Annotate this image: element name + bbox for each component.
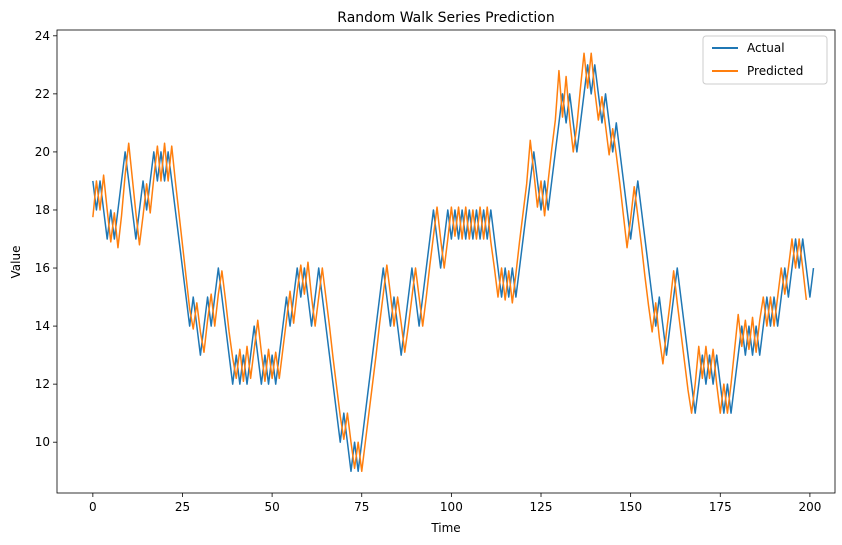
x-tick-label: 175 xyxy=(709,500,732,514)
x-axis: 0 25 50 75 100 125 150 175 200 xyxy=(89,493,821,514)
y-tick-label: 24 xyxy=(35,29,50,43)
y-tick-label: 12 xyxy=(35,377,50,391)
x-tick-label: 200 xyxy=(798,500,821,514)
x-tick-label: 50 xyxy=(264,500,279,514)
y-tick-label: 18 xyxy=(35,203,50,217)
series-line-predicted xyxy=(92,52,808,472)
y-tick-label: 20 xyxy=(35,145,50,159)
y-tick-label: 10 xyxy=(35,435,50,449)
legend: Actual Predicted xyxy=(702,35,828,85)
legend-label-actual: Actual xyxy=(747,41,785,55)
x-tick-label: 100 xyxy=(440,500,463,514)
series-layer xyxy=(92,52,815,472)
y-axis-label: Value xyxy=(9,246,23,279)
chart-title: Random Walk Series Prediction xyxy=(337,10,554,26)
plot-frame xyxy=(56,29,836,494)
y-tick-label: 16 xyxy=(35,261,50,275)
x-tick-label: 150 xyxy=(619,500,642,514)
x-axis-label: Time xyxy=(430,521,460,535)
x-tick-label: 25 xyxy=(175,500,190,514)
plot-area: 0 25 50 75 100 125 150 175 200 10 12 14 16 18 20 22 24 xyxy=(35,29,836,514)
x-tick-label: 0 xyxy=(89,500,97,514)
y-tick-label: 14 xyxy=(35,319,50,333)
x-tick-label: 125 xyxy=(530,500,553,514)
legend-label-predicted: Predicted xyxy=(747,64,803,78)
y-axis: 10 12 14 16 18 20 22 24 xyxy=(35,29,57,449)
x-tick-label: 75 xyxy=(354,500,369,514)
y-tick-label: 22 xyxy=(35,87,50,101)
